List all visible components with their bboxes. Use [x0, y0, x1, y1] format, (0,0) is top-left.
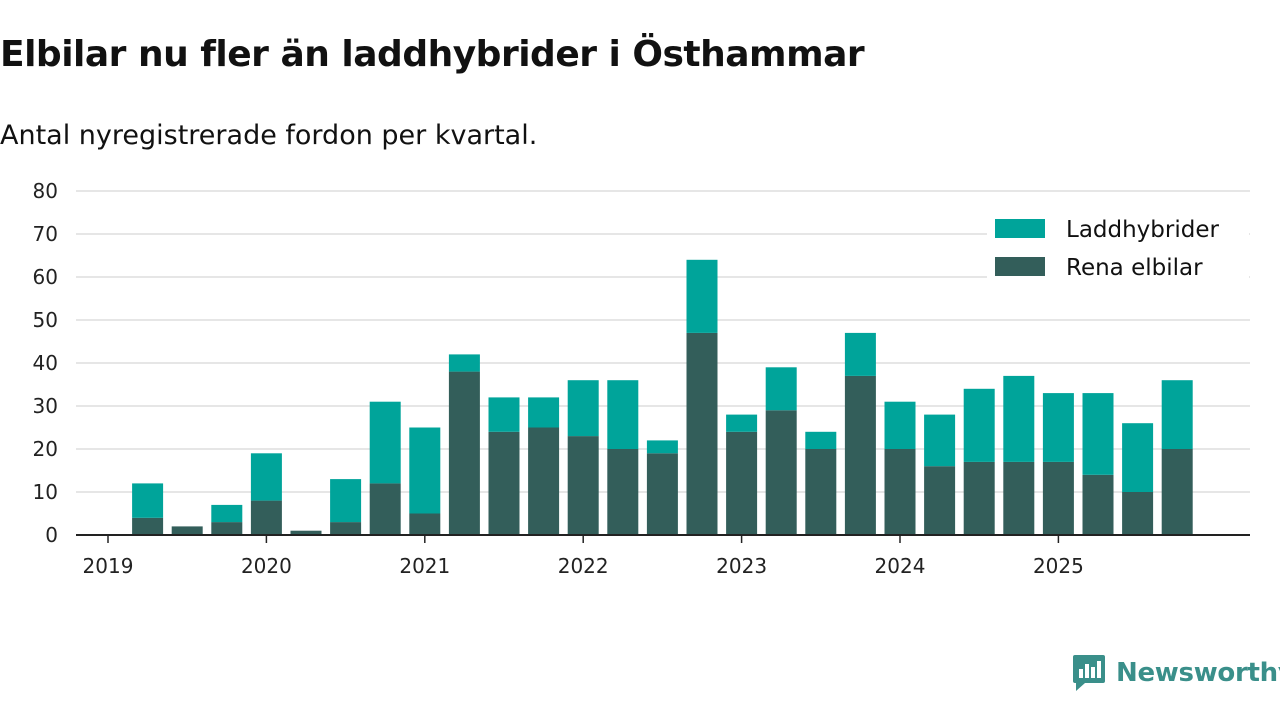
bar-rena-elbilar: [211, 522, 243, 535]
chart-title: Elbilar nu fler än laddhybrider i Östham…: [0, 34, 865, 75]
x-tick-label: 2022: [558, 554, 609, 578]
legend-swatch: [995, 257, 1045, 276]
x-tick-label: 2023: [716, 554, 767, 578]
x-tick-label: 2024: [875, 554, 926, 578]
x-tick-label: 2019: [83, 554, 134, 578]
y-tick-label: 0: [45, 523, 58, 547]
stacked-bar-chart: 0 10 20 30 40 50 60 70 80 2019 2020 2021 2022 2023 202…: [33, 179, 1250, 578]
bar-laddhybrider: [963, 388, 995, 462]
x-tick-label: 2021: [399, 554, 450, 578]
bar-rena-elbilar: [607, 449, 639, 535]
bar-laddhybrider: [132, 483, 164, 518]
bar-laddhybrider: [607, 380, 639, 449]
bar-rena-elbilar: [765, 410, 797, 535]
bar-rena-elbilar: [686, 332, 718, 535]
bar-rena-elbilar: [409, 513, 441, 535]
bar-rena-elbilar: [567, 436, 599, 535]
bar-laddhybrider: [924, 414, 956, 467]
x-tick-label: 2025: [1033, 554, 1084, 578]
bar-rena-elbilar: [1122, 492, 1154, 535]
bar-laddhybrider: [765, 367, 797, 411]
bar-rena-elbilar: [1082, 474, 1114, 535]
bar-laddhybrider: [844, 332, 876, 376]
newsworthy-logo-icon: [1073, 655, 1105, 691]
y-tick-label: 30: [33, 394, 58, 418]
bar-laddhybrider: [369, 401, 401, 484]
bar-rena-elbilar: [132, 517, 164, 535]
bar-rena-elbilar: [924, 466, 956, 535]
bar-rena-elbilar: [805, 449, 837, 535]
bar-laddhybrider: [1122, 423, 1154, 492]
bar-laddhybrider: [1003, 375, 1035, 462]
bar-laddhybrider: [1042, 393, 1074, 462]
y-tick-label: 70: [33, 222, 58, 246]
bar-rena-elbilar: [1042, 461, 1074, 535]
bar-laddhybrider: [250, 453, 282, 501]
bar-laddhybrider: [448, 354, 480, 372]
bar-laddhybrider: [726, 414, 758, 432]
y-tick-label: 80: [33, 179, 58, 203]
bar-laddhybrider: [528, 397, 560, 428]
bar-rena-elbilar: [646, 453, 678, 535]
y-tick-label: 20: [33, 437, 58, 461]
bar-rena-elbilar: [290, 530, 322, 535]
bar-rena-elbilar: [488, 431, 520, 535]
bar-laddhybrider: [686, 259, 718, 333]
bar-laddhybrider: [1082, 393, 1114, 475]
bar-rena-elbilar: [1003, 461, 1035, 535]
bar-rena-elbilar: [528, 427, 560, 535]
bar-rena-elbilar: [726, 431, 758, 535]
bar-rena-elbilar: [1161, 449, 1193, 535]
bar-laddhybrider: [488, 397, 520, 432]
brand-name: Newsworthy: [1116, 658, 1280, 688]
y-tick-label: 10: [33, 480, 58, 504]
bar-laddhybrider: [884, 401, 916, 449]
bar-laddhybrider: [567, 380, 599, 437]
legend-swatch: [995, 219, 1045, 238]
bar-laddhybrider: [1161, 380, 1193, 449]
bar-rena-elbilar: [330, 522, 362, 535]
x-tick-label: 2020: [241, 554, 292, 578]
bar-rena-elbilar: [369, 483, 401, 535]
bar-rena-elbilar: [963, 461, 995, 535]
bar-laddhybrider: [409, 427, 441, 514]
bar-rena-elbilar: [844, 375, 876, 535]
legend-label: Laddhybrider: [1066, 217, 1219, 243]
bar-laddhybrider: [646, 440, 678, 454]
y-tick-label: 40: [33, 351, 58, 375]
bar-rena-elbilar: [448, 371, 480, 535]
bar-rena-elbilar: [250, 500, 282, 535]
bar-laddhybrider: [330, 479, 362, 523]
chart-subtitle: Antal nyregistrerade fordon per kvartal.: [0, 120, 538, 151]
y-tick-label: 50: [33, 308, 58, 332]
bar-rena-elbilar: [884, 449, 916, 535]
bar-laddhybrider: [805, 431, 837, 449]
y-tick-label: 60: [33, 265, 58, 289]
bar-rena-elbilar: [171, 526, 203, 535]
bar-laddhybrider: [211, 504, 243, 523]
brand-logo: Newsworthy: [1072, 654, 1280, 692]
legend-label: Rena elbilar: [1066, 255, 1203, 281]
